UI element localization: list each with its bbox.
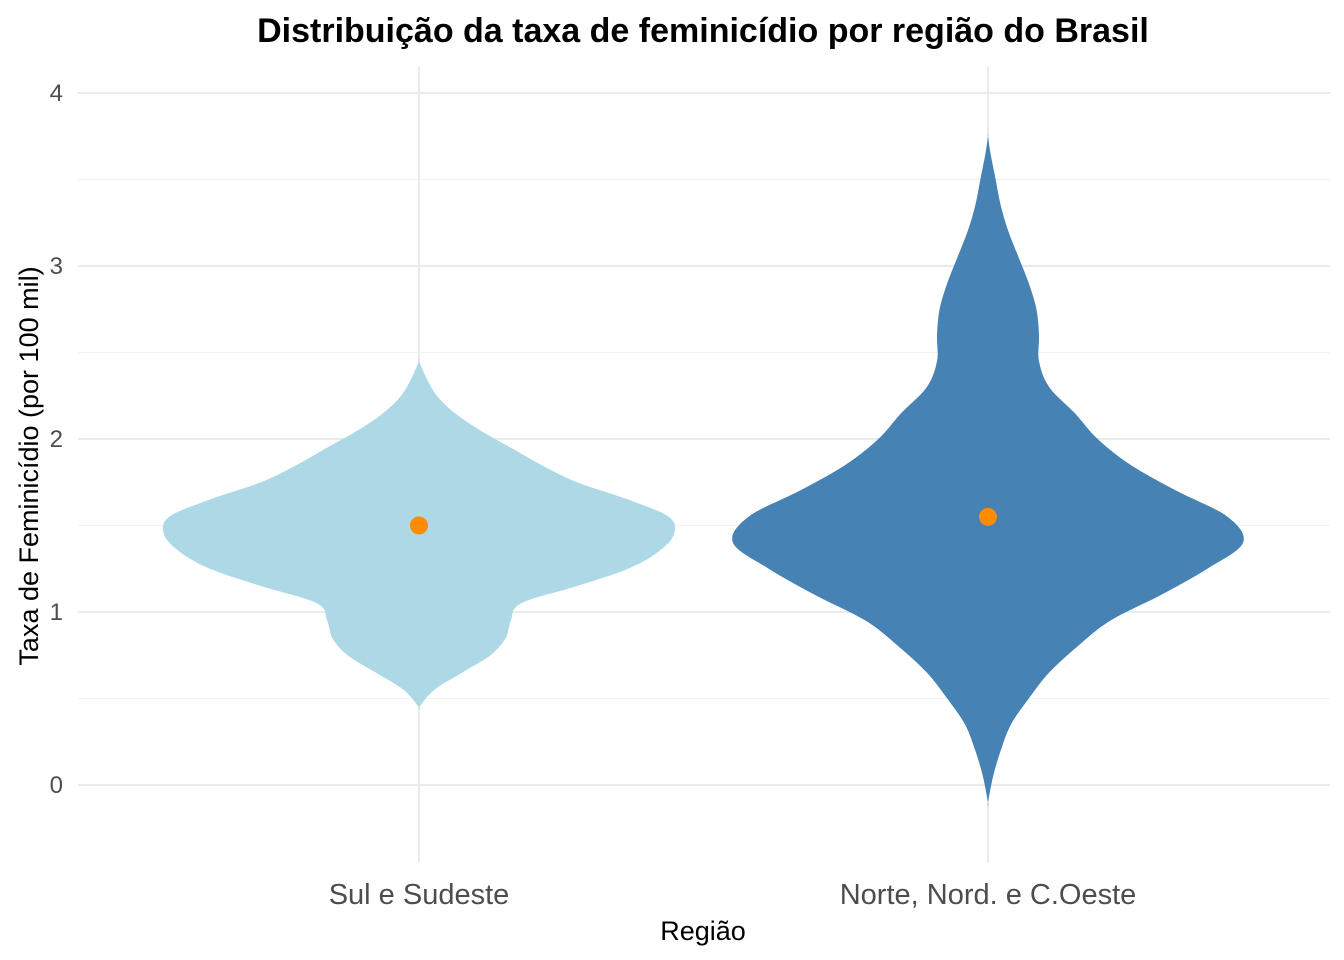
violins (162, 134, 1244, 806)
gridlines (78, 67, 1330, 863)
mean-point (979, 507, 997, 526)
chart-title: Distribuição da taxa de feminicídio por … (257, 12, 1149, 50)
mean-point (410, 516, 428, 535)
x-axis-ticks: Sul e Sudeste Norte, Nord. e C.Oeste (329, 879, 1137, 911)
y-tick-label: 1 (50, 599, 63, 626)
y-axis-title: Taxa de Feminicídio (por 100 mil) (14, 266, 44, 665)
y-tick-label: 2 (50, 426, 63, 453)
y-axis-ticks: 0 1 2 3 4 (50, 80, 63, 799)
violin-norte-nordeste-centro-oeste (732, 134, 1244, 806)
y-tick-label: 0 (50, 772, 63, 799)
mean-points (410, 507, 997, 535)
x-tick-label: Sul e Sudeste (329, 879, 510, 911)
y-tick-label: 3 (50, 253, 63, 280)
x-axis-title: Região (660, 916, 746, 946)
y-tick-label: 4 (50, 80, 63, 107)
x-tick-label: Norte, Nord. e C.Oeste (840, 879, 1137, 911)
